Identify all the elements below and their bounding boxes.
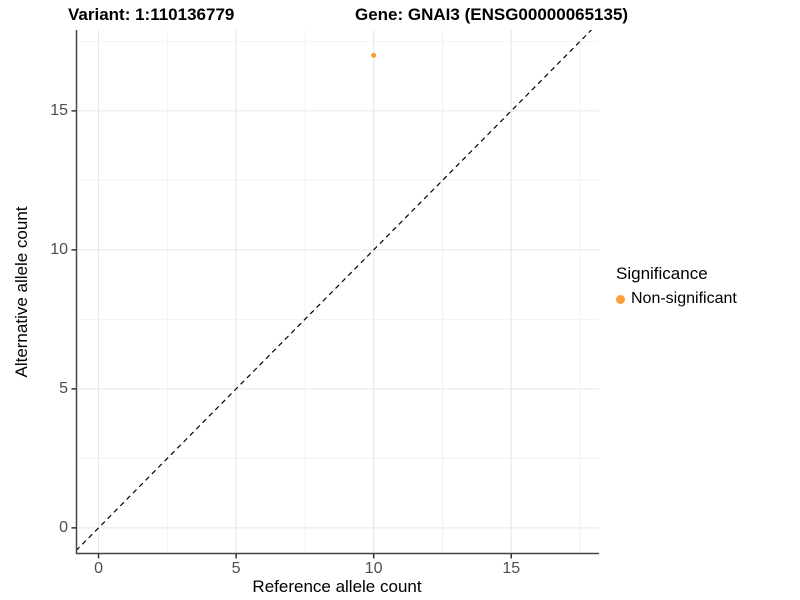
legend-item: Non-significant [616,290,737,308]
plot-title-variant: Variant: 1:110136779 [68,5,235,24]
x-tick-label: 5 [231,560,241,577]
x-tick-label: 15 [502,560,521,577]
y-tick-label: 0 [59,518,68,536]
legend-item-label: Non-significant [631,290,737,307]
legend-key-dot-icon [616,294,625,304]
y-axis-title: Alternative allele count [12,206,31,378]
legend-items: Non-significant [616,290,737,308]
y-tick-label: 15 [50,101,68,119]
x-axis-title: Reference allele count [252,577,422,596]
legend-title: Significance [616,264,708,283]
x-tick-label: 0 [94,560,103,577]
y-tick-label: 5 [59,379,68,397]
data-point [371,52,377,58]
plot-title-gene: Gene: GNAI3 (ENSG00000065135) [355,5,629,24]
legend: Significance Non-significant [616,264,737,308]
plot-panel [71,30,599,559]
y-tick-label: 10 [50,240,68,258]
reference-line-identity [76,30,593,552]
x-tick-label: 10 [364,560,383,577]
